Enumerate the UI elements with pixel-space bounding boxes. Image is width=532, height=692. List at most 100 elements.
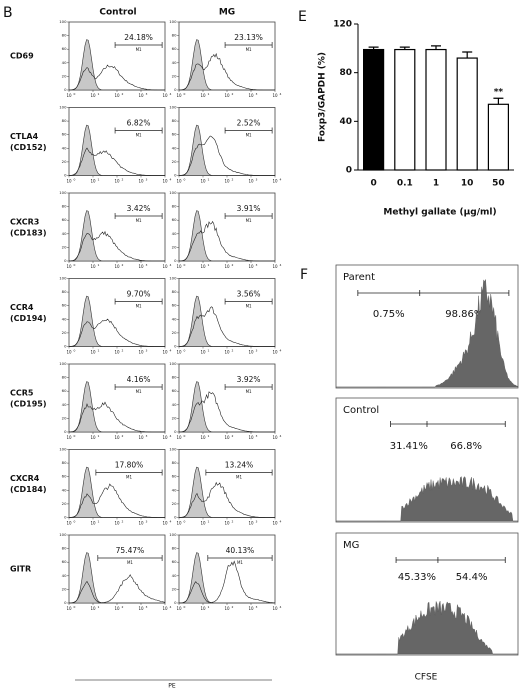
x-tick-exponent: 4 (280, 434, 282, 438)
gate-percent: 40.13% (226, 546, 255, 555)
x-tick-exponent: 0 (184, 349, 186, 353)
y-tick-label: 40 (62, 231, 67, 236)
stained-histogram (69, 401, 165, 433)
gate-percent: 31.41% (390, 441, 428, 452)
gate-percent: 66.8% (450, 441, 482, 452)
x-tick-base: 10 (248, 93, 254, 98)
y-tick-label: 100 (59, 190, 67, 195)
x-tick-exponent: 0 (184, 92, 186, 96)
x-tick-base: 10 (138, 179, 144, 184)
error-bar (493, 97, 504, 105)
stained-histogram (68, 64, 165, 91)
x-tick-base: 10 (162, 93, 168, 98)
x-tick-base: 10 (248, 521, 254, 526)
x-tick-base: 10 (176, 93, 182, 98)
gate-label: M1 (136, 218, 142, 223)
y-tick-label: 100 (169, 361, 177, 366)
x-tick-base: 10 (224, 435, 230, 440)
x-tick-base: 10 (224, 93, 230, 98)
gate-label: M1 (136, 389, 142, 394)
x-tick-exponent: 0 (184, 178, 186, 182)
y-tick-label: 80 (172, 375, 177, 380)
x-tick-exponent: 0 (184, 520, 186, 524)
stained-histogram (178, 220, 275, 262)
y-tick-label: 20 (172, 501, 177, 506)
x-tick-exponent: 2 (232, 434, 234, 438)
y-tick-label: 20 (62, 330, 67, 335)
gate-label: M1 (246, 218, 252, 223)
panel-letter: E (298, 9, 307, 25)
x-tick-base: 10 (272, 264, 278, 269)
y-tick-label: 40 (339, 117, 352, 127)
row-label: (CD184) (10, 485, 47, 494)
x-tick-exponent: 1 (98, 434, 100, 438)
x-tick-base: 10 (176, 435, 182, 440)
x-tick-base: 10 (138, 606, 144, 611)
gate-label: M1 (246, 389, 252, 394)
gate-percent: 9.70% (127, 290, 151, 299)
x-tick-exponent: 1 (98, 349, 100, 353)
row-label: GITR (10, 565, 31, 574)
x-tick-exponent: 3 (146, 263, 148, 267)
y-tick-label: 40 (172, 487, 177, 492)
x-tick-exponent: 2 (122, 263, 124, 267)
x-tick-base: 10 (162, 264, 168, 269)
x-tick-exponent: 1 (208, 178, 210, 182)
y-tick-label: 100 (59, 532, 67, 537)
x-tick-exponent: 4 (170, 520, 172, 524)
x-tick-base: 10 (248, 606, 254, 611)
x-tick-exponent: 2 (232, 263, 234, 267)
cfse-histogram (336, 279, 519, 388)
y-tick-label: 20 (172, 73, 177, 78)
y-tick-label: 100 (169, 276, 177, 281)
y-tick-label: 120 (333, 20, 352, 30)
x-tick-base: 10 (90, 264, 96, 269)
y-tick-label: 40 (62, 145, 67, 150)
x-tick-base: 10 (114, 93, 120, 98)
x-tick-exponent: 3 (146, 605, 148, 609)
y-tick-label: 80 (62, 375, 67, 380)
x-tick-exponent: 4 (280, 605, 282, 609)
y-tick-label: 40 (172, 402, 177, 407)
column-header: Control (99, 8, 136, 18)
y-tick-label: 100 (59, 276, 67, 281)
stained-histogram (68, 483, 165, 518)
gate-label: M1 (136, 47, 142, 52)
x-tick-label: 1 (433, 179, 439, 189)
y-tick-label: 80 (339, 68, 352, 78)
y-tick-label: 60 (172, 559, 177, 564)
error-bar (462, 51, 473, 59)
row-label: (CD195) (10, 400, 47, 409)
row-label: CXCR4 (10, 474, 40, 483)
y-axis-label: Foxp3/GAPDH (%) (318, 52, 328, 142)
x-tick-base: 10 (176, 350, 182, 355)
y-tick-label: 0 (64, 344, 67, 349)
y-tick-label: 100 (169, 105, 177, 110)
x-tick-exponent: 1 (208, 263, 210, 267)
panel-letter: F (300, 267, 308, 283)
y-tick-label: 0 (174, 344, 177, 349)
bar (456, 57, 478, 171)
column-header: MG (219, 8, 235, 18)
gate-percent: 98.86% (445, 309, 483, 320)
y-tick-label: 60 (62, 46, 67, 51)
x-tick-base: 10 (138, 264, 144, 269)
y-tick-label: 0 (64, 173, 67, 178)
x-tick-base: 10 (162, 350, 168, 355)
x-tick-exponent: 3 (256, 520, 258, 524)
x-tick-exponent: 3 (146, 434, 148, 438)
stained-histogram (178, 560, 275, 604)
x-tick-base: 10 (248, 350, 254, 355)
panel-name: MG (343, 540, 359, 551)
x-tick-exponent: 2 (122, 605, 124, 609)
y-tick-label: 0 (174, 600, 177, 605)
x-tick-base: 10 (138, 93, 144, 98)
x-tick-base: 10 (90, 435, 96, 440)
x-tick-label: 0 (370, 179, 376, 189)
gate-label: M1 (236, 475, 242, 480)
y-tick-label: 40 (62, 60, 67, 65)
x-axis-label: Methyl gallate (μg/ml) (383, 208, 496, 218)
gate-label: M1 (246, 133, 252, 138)
y-tick-label: 60 (172, 132, 177, 137)
x-tick-exponent: 1 (208, 434, 210, 438)
